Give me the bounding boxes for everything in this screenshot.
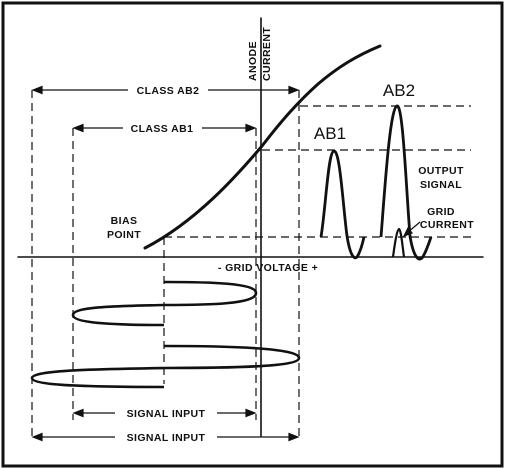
class-ab2-label: CLASS AB2: [137, 85, 200, 97]
signal-label: SIGNAL: [420, 179, 462, 191]
grid-voltage-label: - GRID VOLTAGE +: [218, 262, 318, 274]
arrowhead: [31, 432, 43, 442]
grid-current-label: CURRENT: [420, 219, 474, 231]
output-label: OUTPUT: [418, 165, 464, 177]
arrowhead: [72, 123, 84, 133]
transfer-curve: [143, 44, 382, 250]
output-ab1-wave: [319, 149, 366, 260]
arrowhead: [245, 123, 257, 133]
grid-label: GRID: [427, 206, 455, 218]
anode-label: ANODE: [247, 41, 259, 81]
output-ab2-wave: [379, 104, 433, 261]
arrowhead: [288, 432, 300, 442]
current-label: CURRENT: [261, 27, 273, 81]
ab2-label: AB2: [383, 81, 415, 100]
signal-input-ab1-label: SIGNAL INPUT: [127, 408, 206, 420]
signal-input-ab2-label: SIGNAL INPUT: [127, 432, 206, 444]
signal-input-ab2-wave: [30, 344, 301, 389]
point-label: POINT: [107, 229, 141, 241]
arrowhead: [245, 408, 257, 418]
arrowhead: [31, 85, 43, 95]
class-ab1-label: CLASS AB1: [131, 123, 194, 135]
arrowhead: [288, 85, 300, 95]
arrowhead: [72, 408, 84, 418]
grid-current-pulse: [391, 227, 406, 258]
bias-label: BIAS: [111, 215, 138, 227]
ab1-label: AB1: [314, 124, 346, 143]
signal-input-ab1-wave: [71, 280, 258, 327]
